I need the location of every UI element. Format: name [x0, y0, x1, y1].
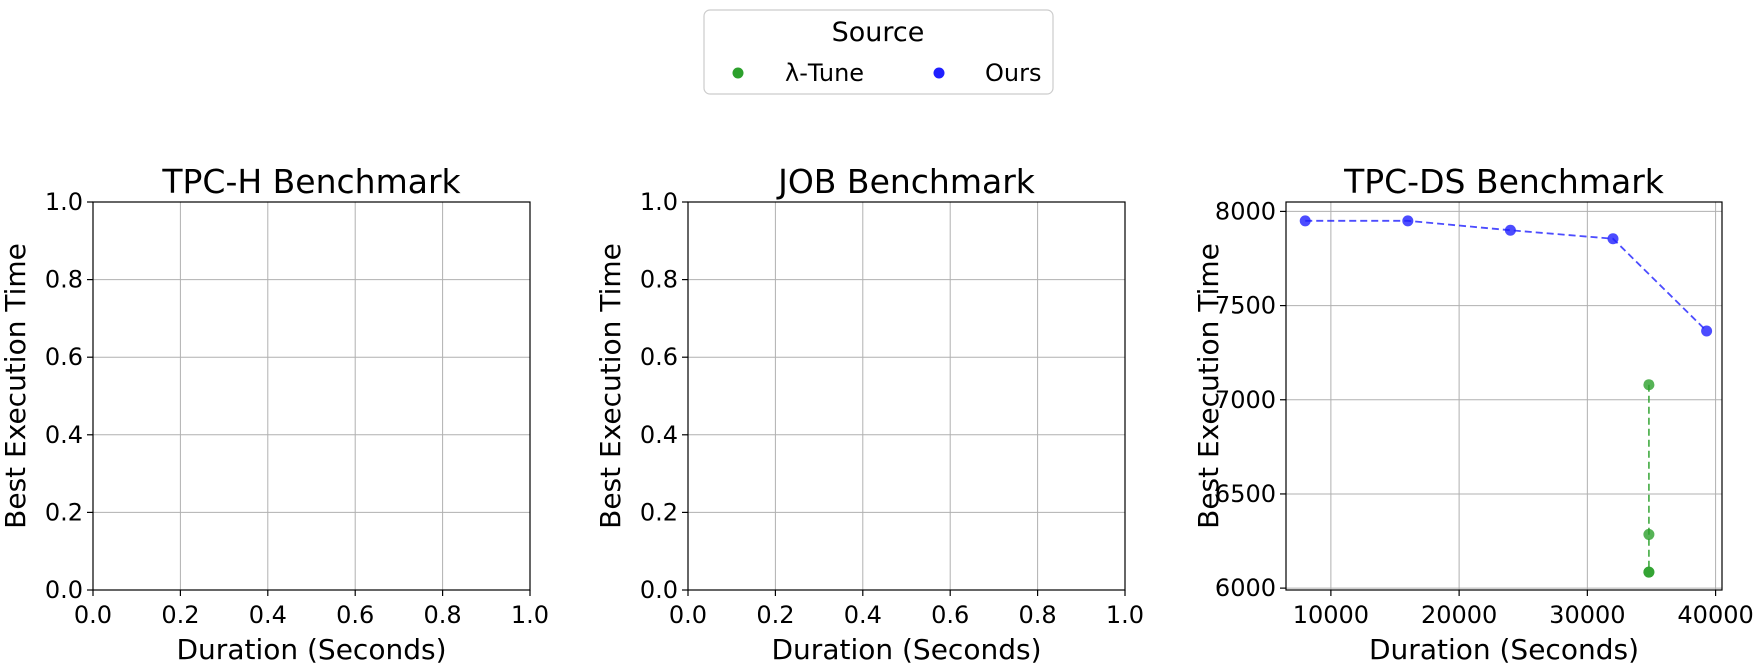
chart-panel-2: 0.0 0.2 0.4 0.6 0.8 1.0 0.0 0.2 0.4 0.6 0.8 1.0 JOB … — [594, 162, 1144, 666]
data-point-lambda-tune — [1643, 528, 1655, 540]
x-tick-label: 1.0 — [511, 601, 549, 629]
x-tick-label: 20000 — [1421, 601, 1497, 629]
series-line-ours — [1305, 219, 1708, 332]
legend-label-lambda-tune: λ-Tune — [785, 59, 864, 87]
x-tick-label: 10000 — [1293, 601, 1369, 629]
x-tick-label: 0.0 — [669, 601, 707, 629]
chart-panel-1: 0.0 0.2 0.4 0.6 0.8 1.0 0.0 0.2 0.4 0.6 0.8 1.0 TPC-… — [0, 162, 549, 666]
x-tick-label: 0.4 — [249, 601, 287, 629]
y-tick-label: 0.4 — [640, 421, 678, 449]
chart-title: TPC-DS Benchmark — [1343, 162, 1665, 201]
y-tick-label: 0.4 — [45, 421, 83, 449]
data-point-lambda-tune — [1643, 379, 1655, 391]
x-axis-label: Duration (Seconds) — [177, 633, 447, 666]
chart-panels: 0.0 0.2 0.4 0.6 0.8 1.0 0.0 0.2 0.4 0.6 0.8 1.0 TPC-… — [0, 162, 1754, 666]
x-tick-label: 30000 — [1549, 601, 1625, 629]
data-point-ours — [1299, 215, 1311, 227]
x-tick-label: 0.8 — [424, 601, 462, 629]
data-point-ours — [1504, 224, 1516, 236]
y-tick-label: 0.6 — [45, 343, 83, 371]
x-tick-label: 0.2 — [756, 601, 794, 629]
plot-frame — [687, 201, 1126, 591]
y-tick-label: 7500 — [1215, 292, 1276, 320]
x-axis-label: Duration (Seconds) — [1369, 633, 1639, 666]
y-tick-label: 0.8 — [640, 266, 678, 294]
x-tick-label: 0.0 — [74, 601, 112, 629]
legend: Source λ-Tune Ours — [703, 9, 1054, 95]
chart-title: TPC-H Benchmark — [161, 162, 461, 201]
data-point-ours — [1402, 215, 1414, 227]
y-axis-label: Best Execution Time — [1192, 243, 1225, 529]
x-tick-label: 0.2 — [161, 601, 199, 629]
legend-title: Source — [832, 17, 925, 48]
y-tick-label: 6000 — [1215, 574, 1276, 602]
data-point-ours — [1607, 233, 1619, 245]
data-point-ours — [1701, 325, 1713, 337]
y-axis-label: Best Execution Time — [0, 243, 32, 529]
y-tick-label: 0.2 — [640, 498, 678, 526]
y-tick-label: 0.2 — [45, 498, 83, 526]
y-tick-label: 8000 — [1215, 197, 1276, 225]
plot-frame — [92, 201, 531, 591]
y-tick-label: 0.0 — [640, 576, 678, 604]
y-tick-label: 0.6 — [640, 343, 678, 371]
x-tick-label: 0.6 — [931, 601, 969, 629]
chart-title: JOB Benchmark — [776, 162, 1036, 201]
y-tick-label: 6500 — [1215, 480, 1276, 508]
x-axis-label: Duration (Seconds) — [772, 633, 1042, 666]
y-tick-label: 0.0 — [45, 576, 83, 604]
plot-frame — [1285, 201, 1723, 591]
legend-label-ours: Ours — [985, 59, 1041, 87]
y-tick-label: 7000 — [1215, 386, 1276, 414]
chart-panel-3: 10000 20000 30000 40000 6000 6500 7000 7500 8000… — [1192, 162, 1754, 666]
y-tick-label: 0.8 — [45, 266, 83, 294]
x-tick-label: 0.4 — [844, 601, 882, 629]
x-tick-label: 0.6 — [336, 601, 374, 629]
legend-marker-lambda-tune — [732, 67, 744, 79]
y-tick-label: 1.0 — [45, 188, 83, 216]
x-tick-label: 1.0 — [1106, 601, 1144, 629]
x-tick-label: 0.8 — [1019, 601, 1057, 629]
y-tick-label: 1.0 — [640, 188, 678, 216]
x-tick-label: 40000 — [1677, 601, 1753, 629]
legend-box — [703, 9, 1054, 95]
data-point-lambda-tune — [1643, 566, 1655, 578]
y-axis-label: Best Execution Time — [594, 243, 627, 529]
legend-marker-ours — [933, 67, 945, 79]
